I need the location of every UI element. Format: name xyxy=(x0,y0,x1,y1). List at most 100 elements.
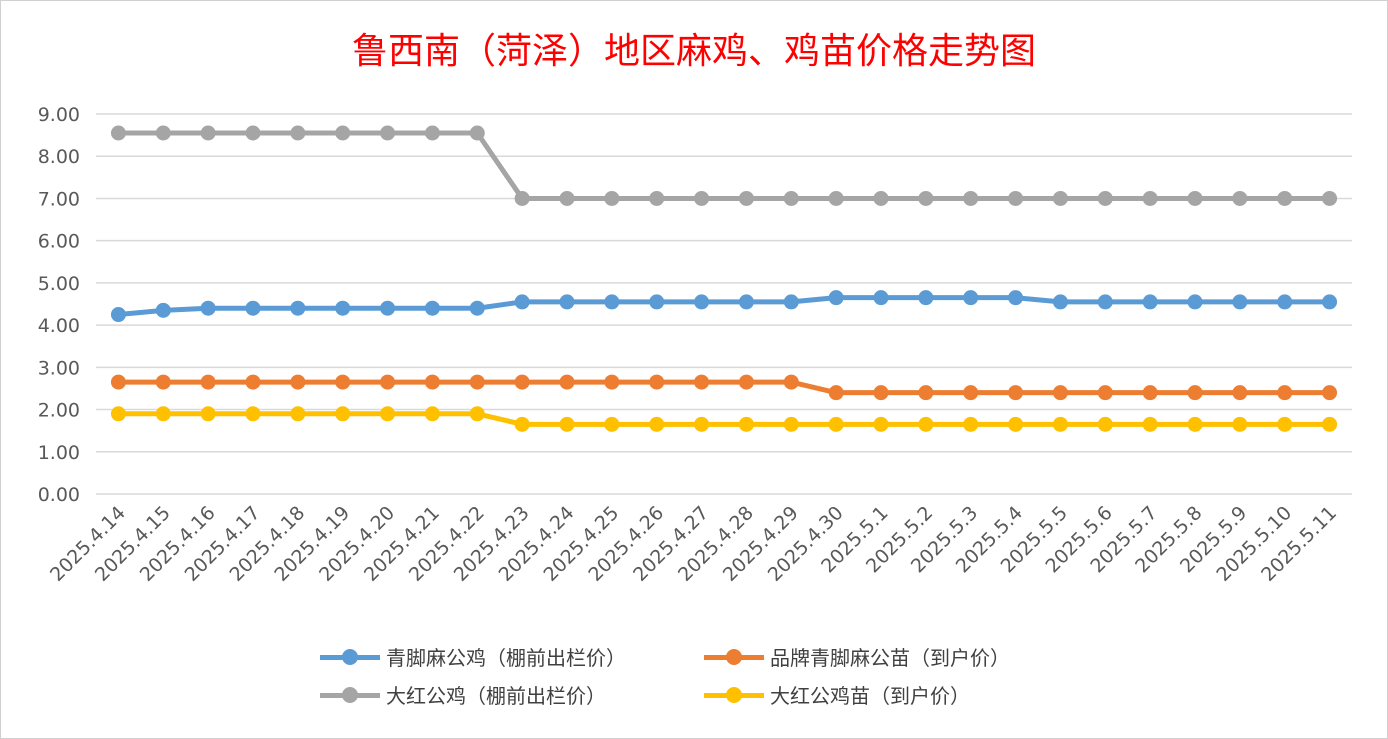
data-point xyxy=(1322,416,1338,432)
legend-marker xyxy=(320,685,380,705)
data-point xyxy=(918,416,934,432)
y-tick-label: 9.00 xyxy=(38,104,80,126)
data-point xyxy=(1097,385,1113,401)
data-point xyxy=(1008,190,1024,206)
data-point xyxy=(1232,385,1248,401)
data-point xyxy=(918,385,934,401)
data-point xyxy=(335,406,351,422)
data-point xyxy=(245,406,261,422)
data-point xyxy=(514,374,530,390)
legend-marker xyxy=(704,685,764,705)
data-point xyxy=(200,300,216,316)
data-point xyxy=(918,190,934,206)
data-point xyxy=(738,374,754,390)
data-point xyxy=(1232,190,1248,206)
data-point xyxy=(559,294,575,310)
series-line-3 xyxy=(118,411,1330,427)
data-point xyxy=(649,294,665,310)
legend-item-0: 青脚麻公鸡（棚前出栏价） xyxy=(320,642,626,671)
y-tick-label: 8.00 xyxy=(38,146,80,168)
data-point xyxy=(424,374,440,390)
data-point xyxy=(514,294,530,310)
data-point xyxy=(1277,190,1293,206)
data-point xyxy=(1277,385,1293,401)
data-point xyxy=(469,125,485,141)
data-point xyxy=(963,290,979,306)
data-point xyxy=(155,406,171,422)
data-point xyxy=(1142,385,1158,401)
data-point xyxy=(963,385,979,401)
data-point xyxy=(1142,416,1158,432)
legend-marker xyxy=(704,647,764,667)
data-point xyxy=(1322,385,1338,401)
data-point xyxy=(110,406,126,422)
data-point xyxy=(380,300,396,316)
data-point xyxy=(1008,290,1024,306)
y-tick-label: 6.00 xyxy=(38,231,80,253)
y-tick-label: 0.00 xyxy=(38,484,80,506)
y-tick-label: 4.00 xyxy=(38,315,80,337)
legend-label: 品牌青脚麻公苗（到户价） xyxy=(770,646,1010,670)
series-line-0 xyxy=(118,295,1330,318)
data-point xyxy=(424,125,440,141)
chart-title: 鲁西南（菏泽）地区麻鸡、鸡苗价格走势图 xyxy=(351,31,1036,72)
data-point xyxy=(604,190,620,206)
data-point xyxy=(245,374,261,390)
data-point xyxy=(828,416,844,432)
data-point xyxy=(290,374,306,390)
data-point xyxy=(380,406,396,422)
legend-label: 大红公鸡苗（到户价） xyxy=(770,684,970,708)
data-point xyxy=(335,300,351,316)
data-point xyxy=(290,125,306,141)
data-point xyxy=(738,416,754,432)
data-point xyxy=(110,125,126,141)
data-point xyxy=(290,300,306,316)
data-point xyxy=(873,416,889,432)
data-point xyxy=(783,294,799,310)
data-point xyxy=(1097,190,1113,206)
data-point xyxy=(110,374,126,390)
data-point xyxy=(918,290,934,306)
data-point xyxy=(783,416,799,432)
data-point xyxy=(694,190,710,206)
data-point xyxy=(604,374,620,390)
data-point xyxy=(873,385,889,401)
series-line-1 xyxy=(118,379,1330,396)
data-point xyxy=(559,374,575,390)
data-point xyxy=(290,406,306,422)
data-point xyxy=(963,416,979,432)
data-point xyxy=(200,374,216,390)
data-point xyxy=(738,190,754,206)
data-point xyxy=(514,190,530,206)
data-point xyxy=(1322,294,1338,310)
data-point xyxy=(424,406,440,422)
y-tick-label: 7.00 xyxy=(38,188,80,210)
y-tick-label: 5.00 xyxy=(38,273,80,295)
data-point xyxy=(873,190,889,206)
data-point xyxy=(694,294,710,310)
data-point xyxy=(469,300,485,316)
series-line-2 xyxy=(118,130,1330,201)
data-point xyxy=(783,374,799,390)
data-point xyxy=(1097,294,1113,310)
data-point xyxy=(1052,416,1068,432)
data-point xyxy=(1232,416,1248,432)
data-point xyxy=(604,294,620,310)
data-point xyxy=(1052,190,1068,206)
data-point xyxy=(1232,294,1248,310)
data-point xyxy=(694,416,710,432)
data-point xyxy=(155,125,171,141)
data-point xyxy=(200,406,216,422)
data-point xyxy=(1052,385,1068,401)
data-point xyxy=(1277,294,1293,310)
data-point xyxy=(245,125,261,141)
data-point xyxy=(1142,190,1158,206)
data-point xyxy=(469,406,485,422)
data-point xyxy=(1187,190,1203,206)
legend-item-3: 大红公鸡苗（到户价） xyxy=(704,680,970,709)
legend-label: 青脚麻公鸡（棚前出栏价） xyxy=(386,646,626,670)
data-point xyxy=(828,190,844,206)
data-point xyxy=(469,374,485,390)
data-point xyxy=(380,374,396,390)
